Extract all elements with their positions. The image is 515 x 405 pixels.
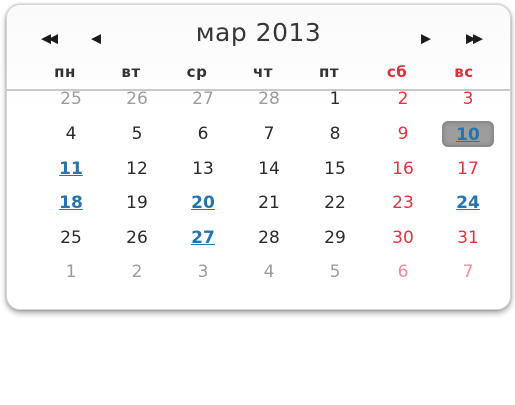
day-cell[interactable]: 19: [126, 193, 148, 213]
day-cell[interactable]: 2: [131, 262, 143, 282]
day-cell[interactable]: 4: [263, 262, 275, 282]
day-cell[interactable]: 5: [131, 124, 143, 144]
day-cell[interactable]: 20: [191, 193, 215, 213]
day-cell[interactable]: 5: [329, 262, 341, 282]
weekday-sat: сб: [386, 63, 408, 81]
day-cell[interactable]: 27: [191, 228, 215, 248]
day-cell[interactable]: 18: [59, 193, 83, 213]
day-cell[interactable]: 7: [462, 262, 474, 282]
next-month-button[interactable]: ▶: [421, 31, 431, 47]
next-year-button[interactable]: ▶▶: [466, 31, 483, 47]
weekday-mon: пн: [54, 63, 76, 81]
weekday-wed: ср: [186, 63, 208, 81]
day-cell[interactable]: 15: [324, 159, 346, 179]
prev-year-button[interactable]: ◀◀: [41, 31, 58, 47]
day-cell[interactable]: 14: [258, 159, 280, 179]
calendar-widget: ◀◀ ◀ мар 2013 ▶ ▶▶ пн вт ср чт пт сб вс …: [6, 4, 511, 310]
day-cell[interactable]: 6: [197, 124, 209, 144]
day-cell[interactable]: 3: [197, 262, 209, 282]
day-cell[interactable]: 30: [392, 228, 414, 248]
day-cell[interactable]: 21: [258, 193, 280, 213]
day-cell[interactable]: 16: [392, 159, 414, 179]
day-cell[interactable]: 25: [60, 228, 82, 248]
day-cell[interactable]: 25: [60, 89, 82, 109]
day-cell[interactable]: 28: [258, 228, 280, 248]
day-cell[interactable]: 7: [263, 124, 275, 144]
prev-month-button[interactable]: ◀: [91, 31, 101, 47]
day-cell[interactable]: 22: [324, 193, 346, 213]
widget-reflection: 12345672526272829303118192021222324: [6, 312, 511, 405]
weekday-tue: вт: [121, 63, 141, 81]
month-year-title: мар 2013: [195, 18, 322, 47]
weekday-header: пн вт ср чт пт сб вс: [7, 61, 510, 91]
day-cell[interactable]: 6: [397, 262, 409, 282]
day-grid: 25 26 27 28 1 2 3 4 5 6 7 8 9 10 11 12 13 14 15 16 17 18 19 20 2…: [7, 5, 510, 309]
day-cell[interactable]: 27: [192, 89, 214, 109]
day-cell[interactable]: 12: [126, 159, 148, 179]
day-cell[interactable]: 1: [329, 89, 341, 109]
day-cell[interactable]: 4: [65, 124, 77, 144]
day-cell[interactable]: 29: [324, 228, 346, 248]
day-cell[interactable]: 13: [192, 159, 214, 179]
day-cell[interactable]: 24: [456, 193, 480, 213]
day-cell[interactable]: 3: [462, 89, 474, 109]
day-cell[interactable]: 1: [65, 262, 77, 282]
day-cell[interactable]: 8: [329, 124, 341, 144]
day-cell[interactable]: 26: [126, 228, 148, 248]
day-cell[interactable]: 28: [258, 89, 280, 109]
day-cell[interactable]: 17: [457, 159, 479, 179]
weekday-fri: пт: [318, 63, 340, 81]
weekday-sun: вс: [454, 63, 474, 81]
day-cell[interactable]: 2: [397, 89, 409, 109]
day-cell[interactable]: 26: [126, 89, 148, 109]
day-cell[interactable]: 31: [457, 228, 479, 248]
day-cell[interactable]: 9: [397, 124, 409, 144]
day-cell[interactable]: 23: [392, 193, 414, 213]
day-cell[interactable]: 11: [59, 159, 83, 179]
selected-day-cell[interactable]: 10: [442, 121, 494, 147]
weekday-thu: чт: [253, 63, 273, 81]
